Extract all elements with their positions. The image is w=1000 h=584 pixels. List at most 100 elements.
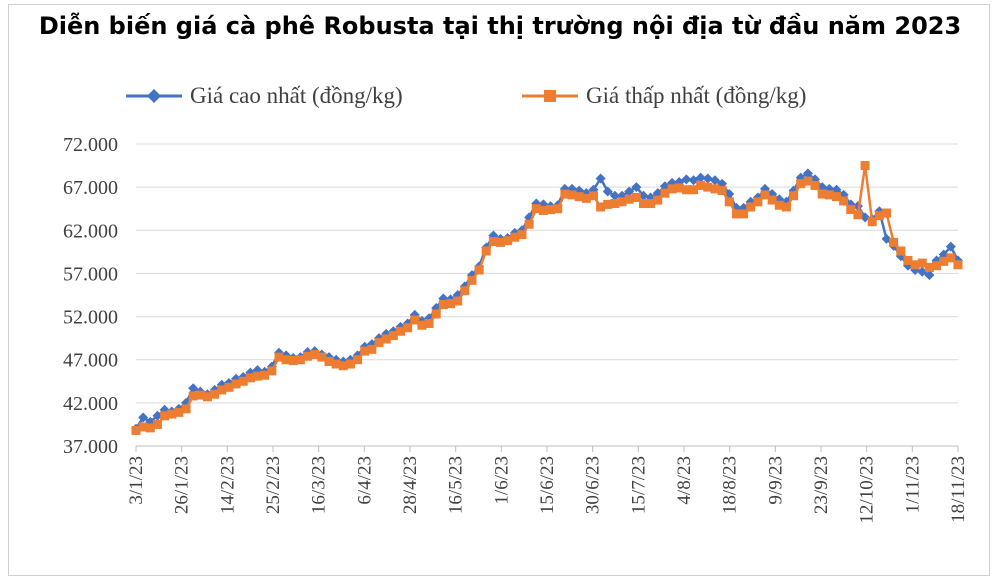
- data-point: [638, 190, 649, 201]
- data-point: [403, 323, 413, 333]
- x-tick-label: 23/9/23: [811, 456, 832, 514]
- data-point: [481, 246, 491, 256]
- data-point: [739, 209, 749, 219]
- data-point: [181, 404, 191, 414]
- data-point: [338, 361, 348, 371]
- data-point: [324, 356, 334, 366]
- x-tick-label: 1/6/23: [491, 456, 512, 505]
- x-tick-label: 12/10/23: [857, 456, 878, 524]
- chart-frame: [8, 4, 990, 576]
- data-point: [224, 382, 234, 392]
- data-point: [288, 356, 298, 366]
- data-point: [810, 180, 820, 190]
- data-point: [802, 168, 813, 179]
- x-tick-label: 18/8/23: [720, 456, 741, 514]
- data-point: [853, 210, 863, 220]
- data-point: [882, 208, 892, 218]
- data-point: [345, 359, 355, 369]
- data-point: [467, 275, 477, 285]
- data-point: [717, 186, 727, 196]
- data-point: [588, 191, 598, 201]
- data-point: [145, 423, 155, 433]
- data-point: [374, 337, 384, 347]
- data-point: [353, 355, 363, 365]
- data-point: [767, 195, 777, 205]
- legend-label-high: Giá cao nhất (đồng/kg): [190, 83, 403, 108]
- data-point: [789, 191, 799, 201]
- data-point: [624, 186, 635, 197]
- data-point: [388, 331, 398, 341]
- data-point: [267, 366, 277, 376]
- data-point: [774, 200, 784, 210]
- y-tick-label: 37.000: [63, 436, 118, 458]
- data-point: [488, 237, 498, 247]
- data-point: [596, 202, 606, 212]
- y-tick-label: 47.000: [63, 350, 118, 372]
- data-point: [653, 195, 663, 205]
- data-point: [410, 315, 420, 325]
- data-point: [274, 352, 284, 362]
- data-point: [703, 182, 713, 192]
- data-point: [631, 182, 642, 193]
- data-point: [174, 407, 184, 417]
- data-point: [503, 236, 513, 246]
- data-point: [939, 256, 949, 266]
- data-point: [167, 409, 177, 419]
- legend-item-low: Giá thấp nhất (đồng/kg): [522, 83, 806, 109]
- data-point: [310, 350, 320, 360]
- x-tick-label: 16/5/23: [446, 456, 467, 514]
- data-point: [245, 373, 255, 383]
- x-tick-label: 15/7/23: [628, 456, 649, 514]
- legend-marker-square-icon: [522, 90, 578, 102]
- x-tick-label: 18/11/23: [948, 456, 969, 523]
- data-point: [903, 255, 913, 265]
- data-point: [367, 344, 377, 354]
- data-point: [760, 190, 770, 200]
- data-point: [945, 241, 956, 252]
- x-tick-label: 26/1/23: [172, 456, 193, 514]
- data-point: [796, 179, 806, 189]
- data-point: [709, 175, 720, 186]
- data-point: [560, 189, 570, 199]
- data-point: [946, 253, 956, 263]
- x-tick-label: 15/6/23: [537, 456, 558, 514]
- data-point: [446, 299, 456, 309]
- data-point: [896, 246, 906, 256]
- data-point: [696, 180, 706, 190]
- x-tick-label: 28/4/23: [400, 456, 421, 514]
- y-tick-label: 72.000: [63, 134, 118, 156]
- data-point: [517, 230, 527, 240]
- y-tick-label: 62.000: [63, 220, 118, 242]
- x-tick-label: 3/1/23: [126, 456, 147, 505]
- chart-title: Diễn biến giá cà phê Robusta tại thị trư…: [38, 12, 962, 40]
- data-point: [438, 299, 448, 309]
- data-point: [131, 425, 141, 435]
- data-point: [681, 174, 692, 185]
- data-point: [753, 197, 763, 207]
- data-point: [603, 199, 613, 209]
- data-point: [839, 196, 849, 206]
- data-point: [188, 383, 199, 394]
- data-point: [317, 352, 327, 362]
- legend-label-low: Giá thấp nhất (đồng/kg): [586, 83, 807, 108]
- data-point: [910, 260, 920, 270]
- data-point: [546, 205, 556, 215]
- data-point: [674, 183, 684, 193]
- data-point: [624, 194, 634, 204]
- data-point: [932, 261, 942, 271]
- data-point: [746, 202, 756, 212]
- data-point: [202, 392, 212, 402]
- x-tick-label: 1/11/23: [902, 456, 923, 513]
- data-point: [217, 385, 227, 395]
- y-axis: 37.000 42.000 47.000 52.000 57.000 62.000 67.0…: [63, 134, 118, 458]
- x-tick-label: 16/3/23: [309, 456, 330, 514]
- data-point: [924, 270, 935, 281]
- data-point: [417, 320, 427, 330]
- data-point: [860, 212, 871, 223]
- data-point: [881, 233, 892, 244]
- data-point: [138, 422, 148, 432]
- y-tick-label: 57.000: [63, 263, 118, 285]
- x-tick-label: 6/4/23: [354, 456, 375, 505]
- data-point: [860, 161, 870, 171]
- data-point: [460, 286, 470, 296]
